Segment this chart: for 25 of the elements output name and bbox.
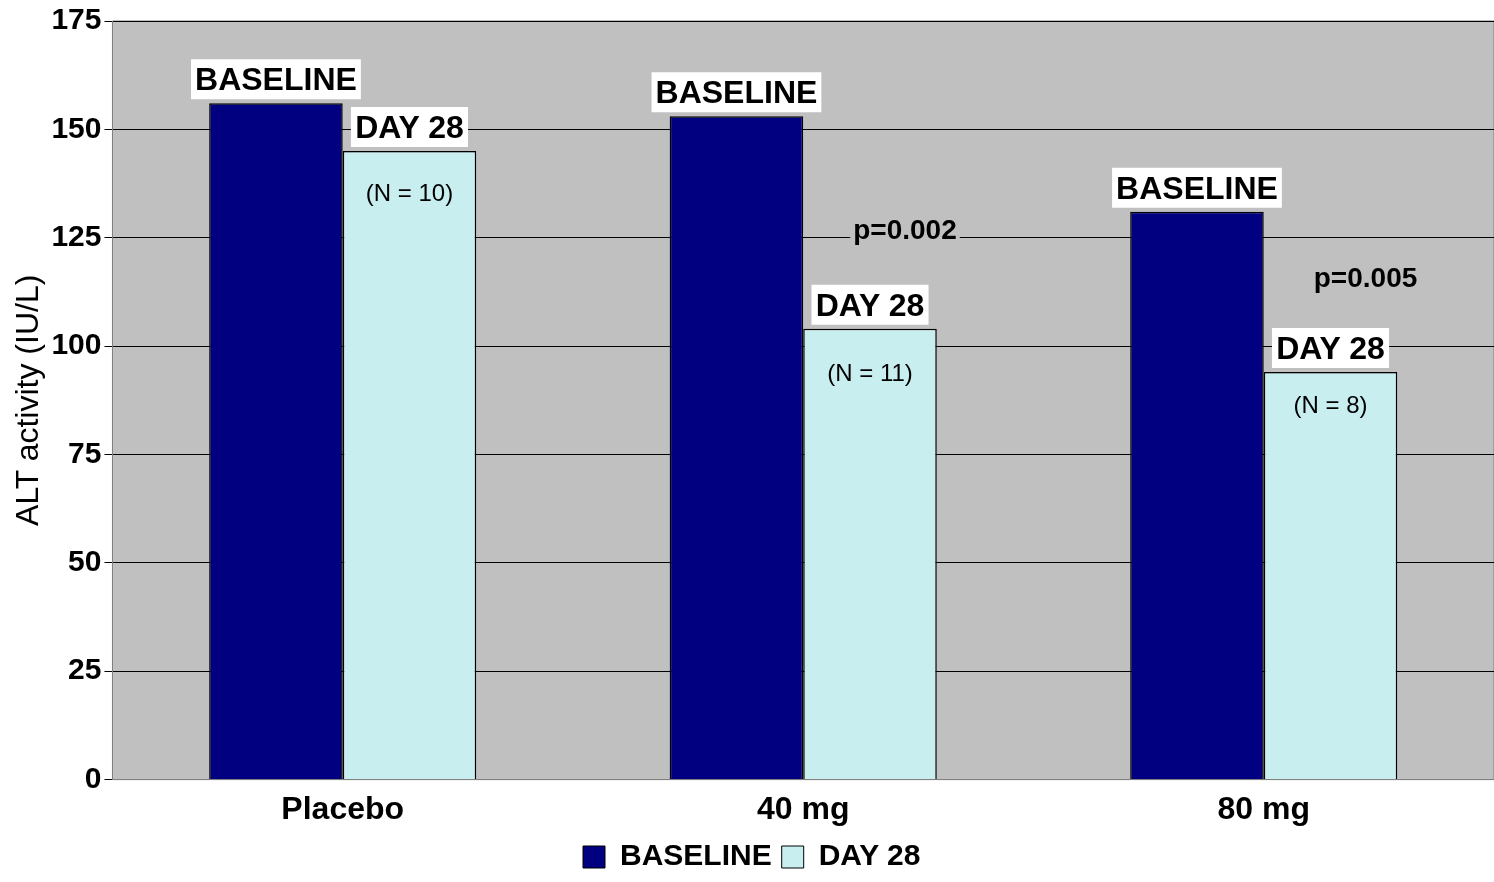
x-tick-label: 40 mg <box>756 789 850 826</box>
y-tick-label: 150 <box>51 110 102 144</box>
text: BASELINE <box>655 74 818 111</box>
y-tick-label: 175 <box>51 2 102 36</box>
annotation: p=0.002 <box>853 213 957 245</box>
text: BASELINE <box>1116 169 1278 206</box>
annotation: (N = 10) <box>365 179 454 207</box>
text: DAY 28 <box>1276 329 1385 366</box>
x-tick-label: Placebo <box>281 789 405 826</box>
annotation: p=0.005 <box>1313 261 1418 293</box>
x-tick-label: 80 mg <box>1217 789 1310 826</box>
y-tick-label: 125 <box>51 219 102 253</box>
y-tick-label: 25 <box>68 652 102 686</box>
y-tick-label: 0 <box>84 760 102 794</box>
y-tick-label: 100 <box>51 327 102 361</box>
annotation: (N = 8) <box>1293 391 1368 419</box>
text: DAY 28 <box>355 108 464 145</box>
y-tick-label: 75 <box>68 435 102 469</box>
annotation: (N = 11) <box>827 358 913 386</box>
legend-label: DAY 28 <box>818 838 921 872</box>
y-tick-label: 50 <box>68 544 102 578</box>
legend-label: BASELINE <box>620 838 772 872</box>
y-axis-title: ALT activity (IU/L) <box>9 274 46 526</box>
text: DAY 28 <box>815 286 925 323</box>
text: BASELINE <box>195 61 357 98</box>
